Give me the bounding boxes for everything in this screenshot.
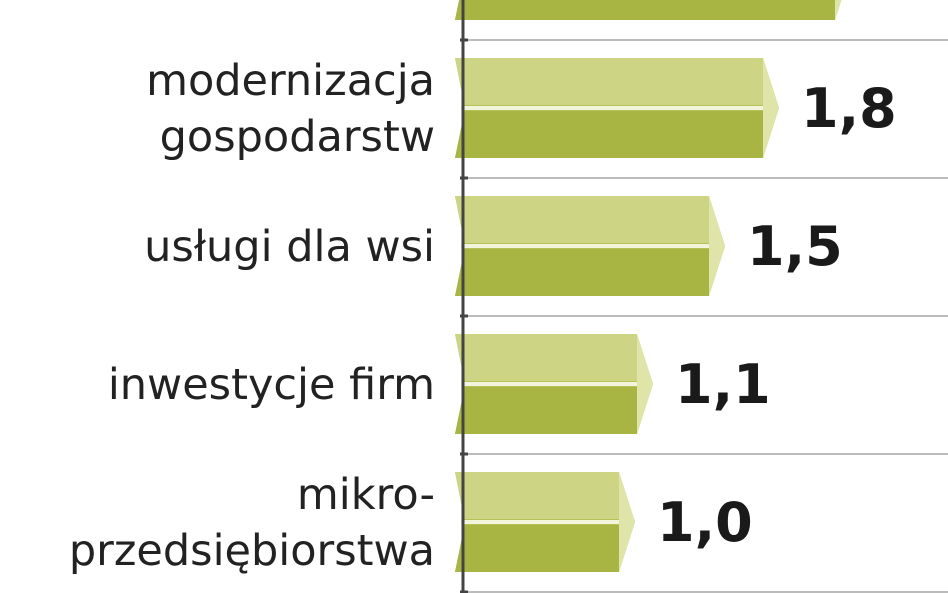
bar-top-face: [455, 334, 637, 381]
value-label: 1,5: [747, 215, 843, 278]
bar-bevel: [619, 472, 635, 572]
value-label: 1,0: [657, 491, 753, 554]
category-label: mikro-przedsiębiorstwa: [69, 470, 435, 576]
bar-top-face: [455, 472, 619, 519]
bar-top-face: [455, 58, 763, 105]
value-label: 1,1: [675, 353, 771, 416]
bar-top-face: [455, 196, 709, 243]
bar-bottom-face: [455, 387, 637, 434]
category-line: modernizacja: [146, 56, 435, 106]
category-label: inwestycje firm: [108, 360, 435, 410]
category-line: przedsiębiorstwa: [69, 526, 435, 576]
bar-bevel: [835, 0, 842, 20]
bar-bottom-face: [455, 249, 709, 296]
category-line: inwestycje firm: [108, 360, 435, 410]
bar-group: [455, 334, 653, 434]
category-label: usługi dla wsi: [144, 222, 435, 272]
category-line: usługi dla wsi: [144, 222, 435, 272]
bar-group: [455, 472, 635, 572]
category-label: modernizacja gospodarstw: [146, 56, 435, 162]
value-label: 2,2: [873, 0, 948, 2]
bar-bevel: [709, 196, 725, 296]
bar-group: [455, 0, 842, 20]
bar-group: [455, 58, 779, 158]
value-label: 1,8: [801, 77, 897, 140]
category-line: gospodarstw: [160, 112, 435, 162]
bar-group: [455, 196, 725, 296]
bar-bottom-face: [455, 525, 619, 572]
category-line: mikro-: [297, 470, 435, 520]
bar-bottom-face: [455, 0, 835, 20]
bar-bottom-face: [455, 111, 763, 158]
bar-bevel: [763, 58, 779, 158]
bar-bevel: [637, 334, 653, 434]
